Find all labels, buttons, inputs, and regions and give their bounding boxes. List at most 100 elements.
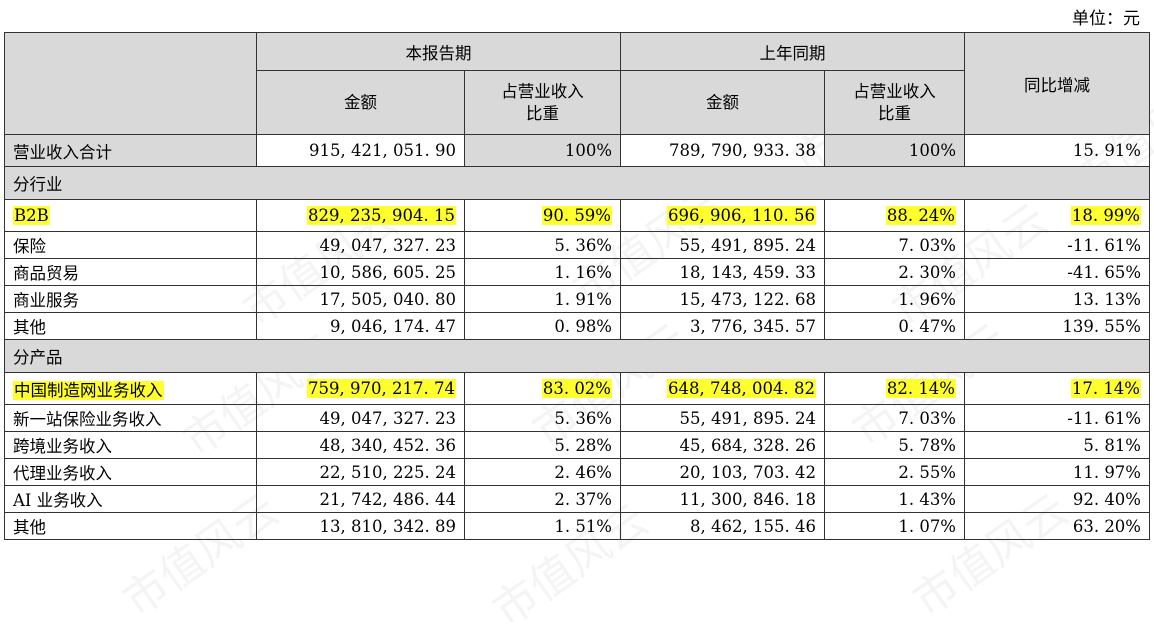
cell-text: 5. 36% (554, 408, 612, 428)
cell-cur-amount: 17, 505, 040. 80 (256, 285, 465, 313)
cell-label: AI 业务收入 (4, 485, 257, 513)
table-row: 新一站保险业务收入 49, 047, 327. 23 5. 36% 55, 491, … (4, 404, 1150, 432)
revenue-table: 本报告期 上年同期 同比增减 金额 占营业收入 比重 金额 占营业收入 比重 营… (4, 32, 1150, 540)
cell-text: 商业服务 (13, 291, 79, 310)
cell-yoy: 13. 13% (964, 285, 1150, 313)
cell-prior-amount: 648, 748, 004. 82 (620, 372, 825, 405)
cell-cur-amount: 21, 742, 486. 44 (256, 485, 465, 513)
header-current-ratio: 占营业收入 比重 (464, 70, 621, 135)
total-cur-amount: 915, 421, 051. 90 (256, 134, 465, 167)
cell-prior-ratio: 82. 14% (824, 372, 965, 405)
header-prior-period: 上年同期 (620, 32, 965, 71)
section-product-label: 分产品 (4, 339, 1150, 373)
cell-cur-amount: 9, 046, 174. 47 (256, 312, 465, 340)
cell-text: 5. 36% (554, 235, 612, 255)
cell-text: -11. 61% (1067, 408, 1141, 428)
cell-text: 88. 24% (885, 206, 956, 225)
cell-text: 92. 40% (1072, 489, 1141, 509)
table-row: 代理业务收入 22, 510, 225. 24 2. 46% 20, 103, 703… (4, 458, 1150, 486)
total-cur-ratio: 100% (464, 134, 621, 167)
cell-cur-amount: 49, 047, 327. 23 (256, 231, 465, 259)
cell-text: 45, 684, 328. 26 (679, 435, 816, 455)
cell-text: 49, 047, 327. 23 (319, 235, 456, 255)
cell-prior-ratio: 1. 96% (824, 285, 965, 313)
cell-cur-amount: 22, 510, 225. 24 (256, 458, 465, 486)
cell-prior-ratio: 88. 24% (824, 199, 965, 232)
cell-text: 中国制造网业务收入 (13, 380, 164, 400)
cell-text: 3, 776, 345. 57 (690, 316, 816, 336)
cell-text: 0. 47% (898, 316, 956, 336)
cell-label: 其他 (4, 512, 257, 540)
table-row: 中国制造网业务收入 759, 970, 217. 74 83. 02% 648, 74… (4, 372, 1150, 405)
total-label: 营业收入合计 (4, 134, 257, 167)
cell-text: 9, 046, 174. 47 (330, 316, 456, 336)
cell-text: 1. 43% (898, 489, 956, 509)
cell-text: 55, 491, 895. 24 (679, 235, 816, 255)
table-row: 其他 13, 810, 342. 89 1. 51% 8, 462, 155. 46 1… (4, 512, 1150, 540)
cell-label: B2B (4, 199, 257, 232)
cell-text: 13. 13% (1072, 289, 1141, 309)
header-corner-cell (4, 32, 257, 135)
cell-text: 2. 37% (554, 489, 612, 509)
cell-text: 代理业务收入 (13, 464, 112, 483)
header-ratio-line2: 比重 (526, 103, 559, 123)
section-product-row: 分产品 (4, 339, 1150, 373)
table-row: 保险 49, 047, 327. 23 5. 36% 55, 491, 895. 24… (4, 231, 1150, 259)
header-yoy: 同比增减 (964, 32, 1150, 135)
cell-text: 5. 28% (554, 435, 612, 455)
cell-cur-ratio: 1. 51% (464, 512, 621, 540)
cell-text: 18, 143, 459. 33 (679, 262, 816, 282)
cell-text: 其他 (13, 318, 46, 337)
cell-text: 90. 59% (541, 206, 612, 225)
cell-text: 49, 047, 327. 23 (319, 408, 456, 428)
cell-label: 其他 (4, 312, 257, 340)
cell-prior-ratio: 7. 03% (824, 231, 965, 259)
cell-label: 商品贸易 (4, 258, 257, 286)
table-row: 商业服务 17, 505, 040. 80 1. 91% 15, 473, 122. … (4, 285, 1150, 313)
cell-text: 17, 505, 040. 80 (319, 289, 456, 309)
unit-label: 单位：元 (1072, 9, 1140, 29)
cell-text: 829, 235, 904. 15 (307, 206, 456, 225)
cell-label: 中国制造网业务收入 (4, 372, 257, 405)
cell-prior-ratio: 7. 03% (824, 404, 965, 432)
cell-cur-ratio: 1. 16% (464, 258, 621, 286)
cell-text: 15, 473, 122. 68 (679, 289, 816, 309)
cell-label: 跨境业务收入 (4, 431, 257, 459)
table-row: 其他 9, 046, 174. 47 0. 98% 3, 776, 345. 57 0.… (4, 312, 1150, 340)
cell-text: 5. 78% (898, 435, 956, 455)
cell-prior-amount: 696, 906, 110. 56 (620, 199, 825, 232)
cell-yoy: -41. 65% (964, 258, 1150, 286)
cell-text: 139. 55% (1062, 316, 1141, 336)
cell-text: 83. 02% (541, 379, 612, 398)
cell-cur-ratio: 1. 91% (464, 285, 621, 313)
cell-prior-ratio: 5. 78% (824, 431, 965, 459)
header-ratio-line1: 占营业收入 (501, 81, 584, 101)
cell-cur-amount: 10, 586, 605. 25 (256, 258, 465, 286)
table-row: AI 业务收入 21, 742, 486. 44 2. 37% 11, 300, 84… (4, 485, 1150, 513)
cell-cur-ratio: 5. 36% (464, 231, 621, 259)
cell-text: 1. 91% (554, 289, 612, 309)
cell-text: 21, 742, 486. 44 (319, 489, 456, 509)
cell-prior-ratio: 0. 47% (824, 312, 965, 340)
cell-label: 商业服务 (4, 285, 257, 313)
cell-text: 2. 55% (898, 462, 956, 482)
cell-text: 20, 103, 703. 42 (679, 462, 816, 482)
cell-text: -11. 61% (1067, 235, 1141, 255)
cell-yoy: -11. 61% (964, 404, 1150, 432)
table-row: 跨境业务收入 48, 340, 452. 36 5. 28% 45, 684, 328… (4, 431, 1150, 459)
cell-text: 8, 462, 155. 46 (690, 516, 816, 536)
section-industry-row: 分行业 (4, 166, 1150, 200)
cell-label: 新一站保险业务收入 (4, 404, 257, 432)
cell-text: 11. 97% (1072, 462, 1141, 482)
cell-text: 商品贸易 (13, 264, 79, 283)
cell-prior-amount: 55, 491, 895. 24 (620, 231, 825, 259)
cell-text: 1. 07% (898, 516, 956, 536)
cell-text: 2. 30% (898, 262, 956, 282)
cell-prior-amount: 18, 143, 459. 33 (620, 258, 825, 286)
cell-prior-amount: 11, 300, 846. 18 (620, 485, 825, 513)
cell-yoy: 18. 99% (964, 199, 1150, 232)
cell-text: 7. 03% (898, 235, 956, 255)
cell-cur-amount: 48, 340, 452. 36 (256, 431, 465, 459)
cell-text: 跨境业务收入 (13, 437, 112, 456)
cell-prior-ratio: 1. 07% (824, 512, 965, 540)
